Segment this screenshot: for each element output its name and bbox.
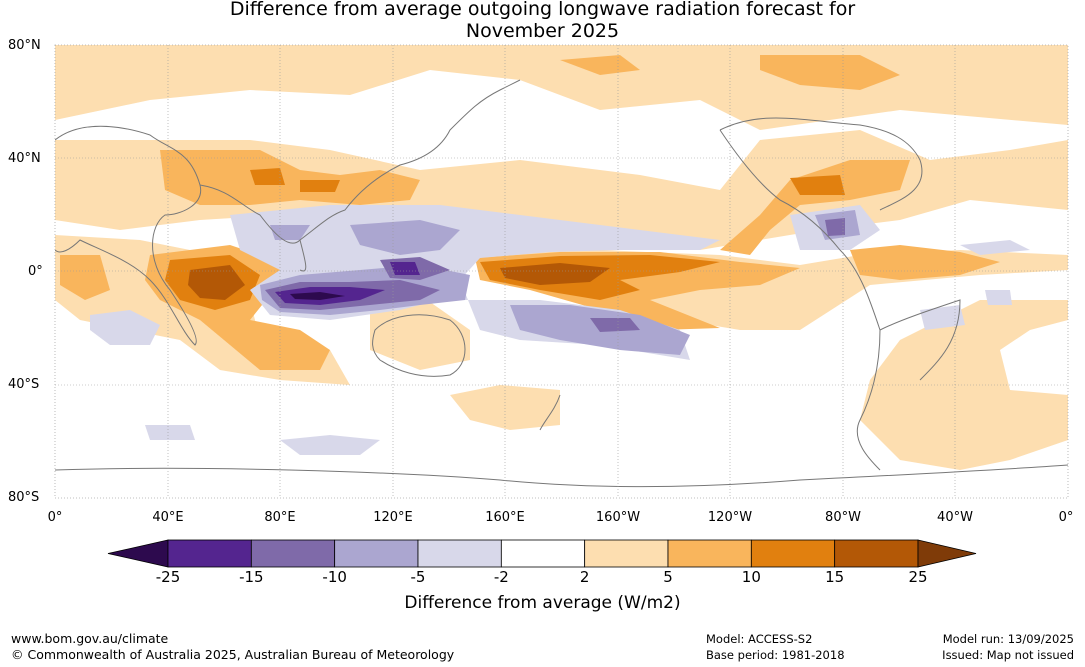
lon-label-160w: 160°W [595, 510, 641, 525]
lon-label-40w: 40°W [937, 510, 973, 525]
graticule [55, 45, 1068, 498]
map-frame [54, 44, 1069, 499]
colorbar-extend-low [107, 539, 169, 568]
map-title-line2: November 2025 [465, 20, 620, 42]
lon-label-120e: 120°E [373, 510, 413, 525]
lat-label-40s: 40°S [8, 377, 40, 392]
colorbar-segment [334, 539, 419, 568]
colorbar-tick-label: -25 [155, 568, 181, 586]
lon-label-0: 0° [47, 510, 63, 525]
footer-url: www.bom.gov.au/climate [11, 631, 169, 646]
colorbar-segment [167, 539, 252, 568]
colorbar-segment [750, 539, 836, 568]
lon-label-80e: 80°E [264, 510, 296, 525]
footer-issued: Issued: Map not issued [942, 648, 1074, 662]
colorbar-tick-label: 25 [908, 568, 928, 586]
colorbar-tick-label: -10 [322, 568, 347, 586]
colorbar-segment [417, 539, 502, 568]
lon-label-160e: 160°E [485, 510, 525, 525]
lon-label-0-east: 0° [1058, 510, 1074, 525]
lat-label-40n: 40°N [8, 151, 41, 166]
footer-base-period: Base period: 1981-2018 [706, 648, 845, 662]
colorbar-tick-label: -5 [410, 568, 426, 586]
lat-label-80n: 80°N [8, 38, 41, 53]
lon-label-80w: 80°W [825, 510, 861, 525]
colorbar-tick-label: 15 [825, 568, 845, 586]
lon-label-120w: 120°W [707, 510, 753, 525]
colorbar-title: Difference from average (W/m2) [404, 593, 681, 613]
colorbar-extend-high [917, 539, 977, 568]
colorbar-tick-label: 2 [579, 568, 590, 586]
lat-label-equator: 0° [28, 264, 43, 279]
lat-label-80s: 80°S [8, 490, 40, 505]
colorbar-tick-label: 5 [663, 568, 673, 586]
colorbar-segment [584, 539, 669, 568]
footer-model: Model: ACCESS-S2 [706, 632, 813, 646]
olr-anomaly-field [55, 45, 1068, 470]
footer-model-run: Model run: 13/09/2025 [942, 632, 1074, 646]
footer-copyright: © Commonwealth of Australia 2025, Austra… [11, 647, 455, 662]
coastlines [55, 79, 1068, 488]
map-title-line1: Difference from average outgoing longwav… [229, 0, 856, 20]
colorbar-segment [500, 539, 586, 568]
colorbar [107, 539, 977, 568]
colorbar-tick-label: 10 [741, 568, 761, 586]
colorbar-tick-label: -15 [239, 568, 264, 586]
colorbar-segment [834, 539, 919, 568]
colorbar-segment [667, 539, 752, 568]
colorbar-segment [250, 539, 336, 568]
colorbar-tick-label: -2 [493, 568, 509, 586]
lon-label-40e: 40°E [152, 510, 184, 525]
